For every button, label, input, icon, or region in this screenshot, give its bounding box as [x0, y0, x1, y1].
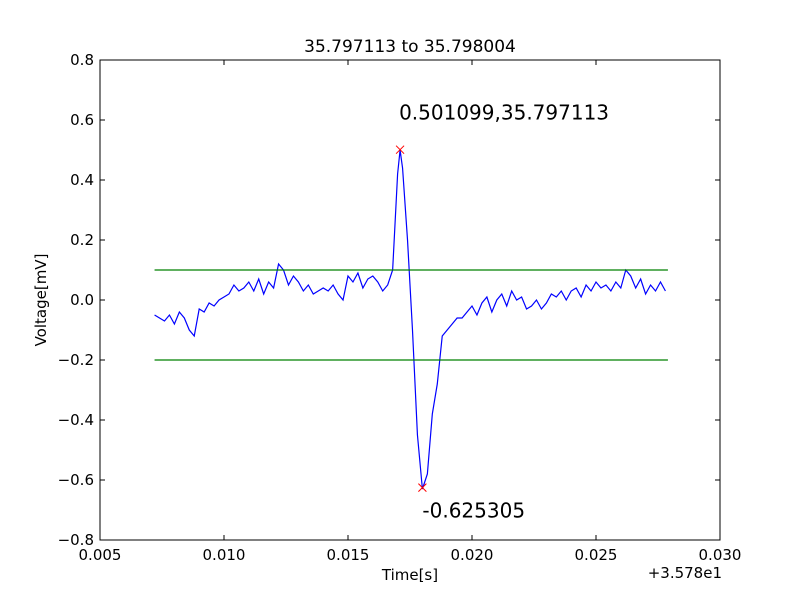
axis-ticks: 0.005 0.010 0.015 0.020 0.025 0.030 −0.8 −0.6 −0… [58, 51, 742, 564]
negative-peak-annotation: -0.625305 [422, 499, 525, 523]
x-axis-label: Time[s] [381, 566, 438, 584]
x-tick-label: 0.015 [327, 546, 370, 564]
positive-peak-marker [395, 145, 405, 155]
negative-peak-marker [418, 483, 427, 492]
signal-line [154, 149, 666, 490]
y-tick-label: −0.6 [58, 471, 94, 489]
y-tick-label: 0.6 [70, 111, 94, 129]
peak-markers: 0.501099,35.797113 -0.625305 [395, 101, 609, 523]
x-tick-label: 0.030 [699, 546, 742, 564]
x-tick-label: 0.005 [79, 546, 122, 564]
y-axis-label: Voltage[mV] [32, 254, 50, 347]
y-tick-label: −0.4 [58, 411, 94, 429]
series-layer [154, 149, 668, 490]
y-tick-label: −0.8 [58, 531, 94, 549]
x-tick-label: 0.025 [575, 546, 618, 564]
y-tick-label: 0.8 [70, 51, 94, 69]
positive-peak-annotation: 0.501099,35.797113 [399, 101, 609, 125]
x-tick-label: 0.010 [203, 546, 246, 564]
plot-area [100, 60, 720, 540]
y-tick-label: 0.2 [70, 231, 94, 249]
x-tick-label: 0.020 [451, 546, 494, 564]
y-tick-label: −0.2 [58, 351, 94, 369]
x-offset-label: +3.578e1 [648, 564, 722, 582]
y-tick-label: 0.0 [70, 291, 94, 309]
chart-title: 35.797113 to 35.798004 [304, 37, 516, 57]
y-tick-label: 0.4 [70, 171, 94, 189]
